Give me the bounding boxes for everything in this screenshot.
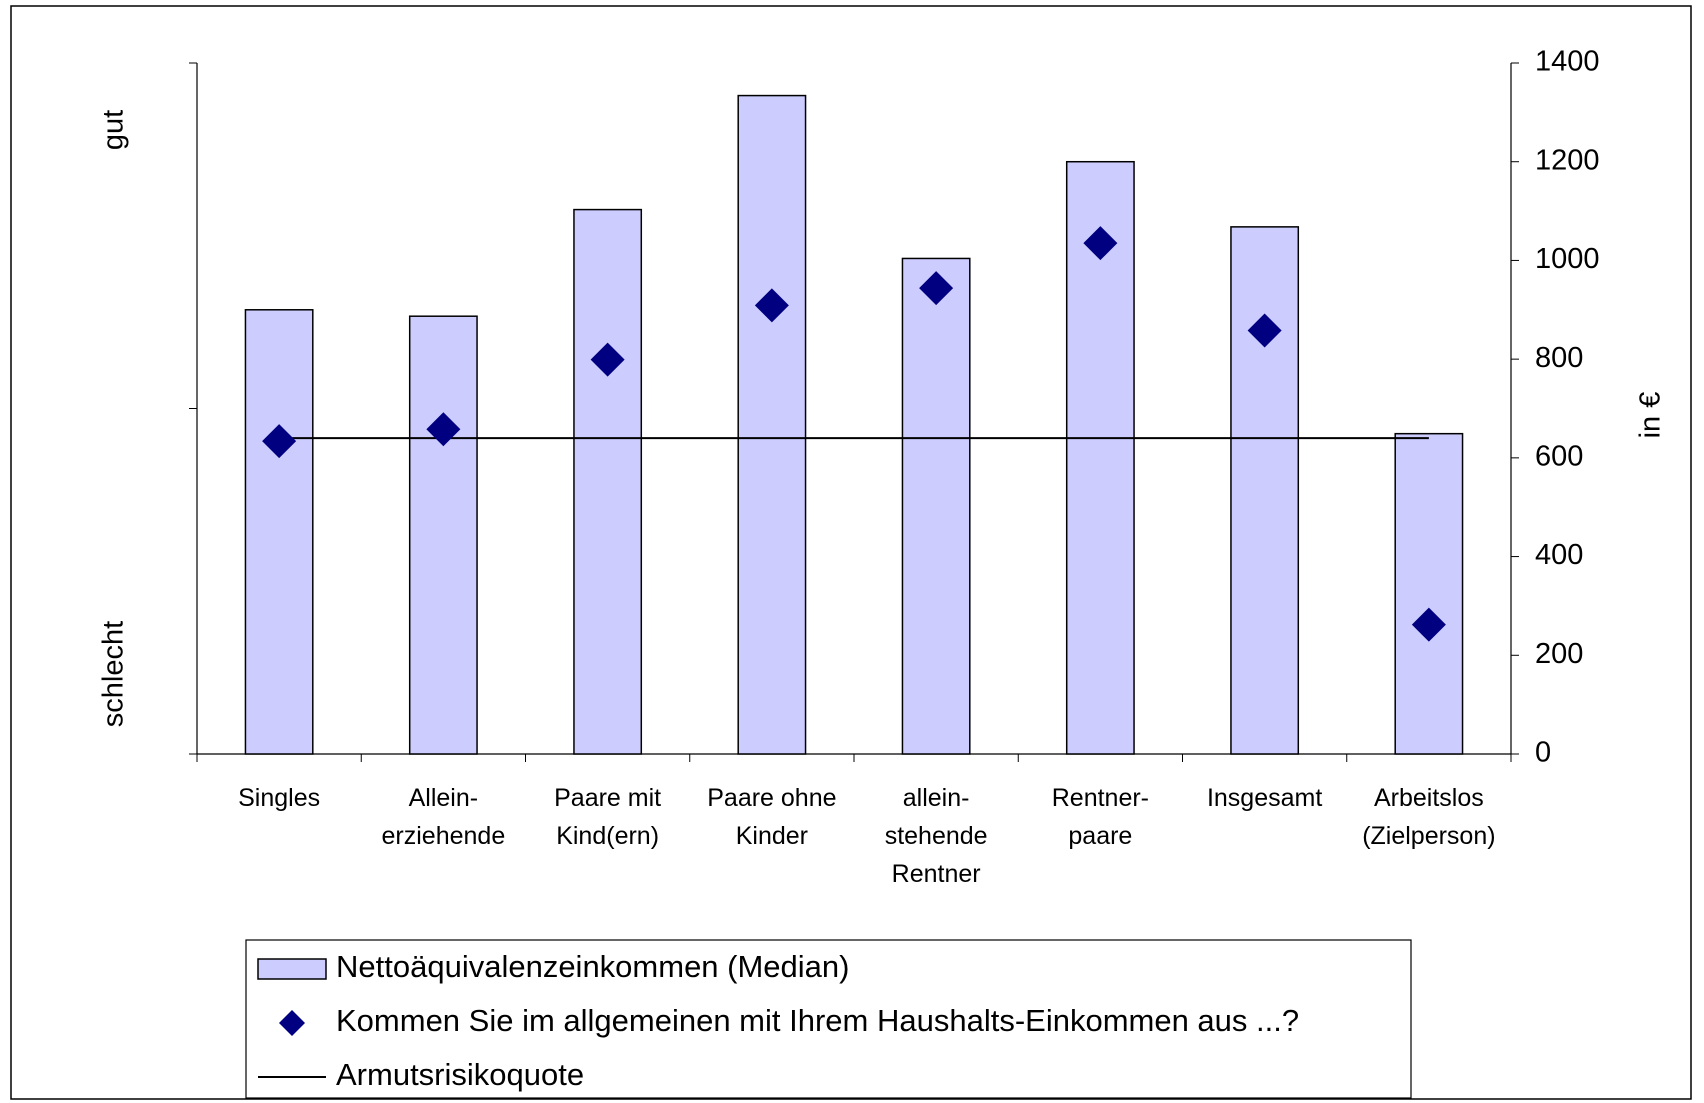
y-tick-label: 1000: [1535, 243, 1600, 275]
diamond: [590, 342, 625, 377]
x-tick-label: allein-stehende Rentner: [885, 784, 988, 888]
bar: [244, 309, 314, 755]
x-tick-label: Insgesamt: [1207, 784, 1322, 812]
diamond: [754, 288, 789, 323]
legend-swatch: [279, 1010, 305, 1036]
bar: [408, 315, 478, 755]
bar: [1065, 160, 1135, 755]
x-tick-label: Paare ohne Kinder: [707, 784, 836, 850]
diamond: [919, 271, 954, 306]
legend-label: Nettoäquivalenzeinkommen (Median): [336, 949, 849, 984]
x-tick-label: Singles: [238, 784, 320, 812]
y-tick-label: 1200: [1535, 144, 1600, 176]
y-tick-label: 0: [1535, 737, 1551, 769]
diamond: [1411, 607, 1446, 642]
legend-label: Kommen Sie im allgemeinen mit Ihrem Haus…: [336, 1003, 1299, 1038]
diamond: [426, 412, 461, 447]
legend: [245, 939, 1412, 1099]
bar: [1230, 226, 1300, 755]
legend-swatch: [257, 958, 327, 980]
legend-label: Armutsrisikoquote: [336, 1057, 584, 1092]
bar: [901, 257, 971, 755]
x-tick-label: Paare mit Kind(ern): [554, 784, 661, 850]
y-tick-label: 800: [1535, 342, 1583, 374]
x-tick-label: Arbeitslos (Zielperson): [1362, 784, 1495, 850]
y-tick-label: 400: [1535, 539, 1583, 571]
diamond: [1083, 226, 1118, 261]
y-tick-label: 1400: [1535, 46, 1600, 78]
x-tick-label: Allein-erziehende: [382, 784, 506, 850]
diamond: [262, 424, 297, 459]
left-axis-label: schlecht: [98, 621, 130, 727]
y-tick-label: 200: [1535, 638, 1583, 670]
bar: [1394, 432, 1464, 755]
x-tick-label: Rentner-paare: [1052, 784, 1149, 850]
left-axis-label: gut: [98, 110, 130, 150]
bar: [737, 94, 807, 755]
y-axis-label: in €: [1635, 392, 1667, 439]
diamond: [1247, 313, 1282, 348]
y-tick-label: 600: [1535, 441, 1583, 473]
bar: [573, 208, 643, 755]
